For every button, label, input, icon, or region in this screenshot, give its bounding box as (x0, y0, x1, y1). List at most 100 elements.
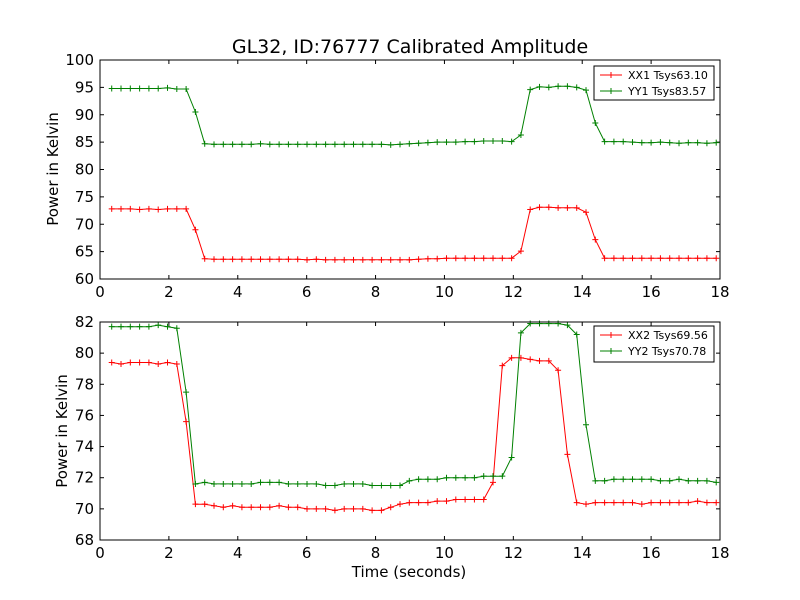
data-point-xx2 (164, 359, 171, 366)
data-point-yy1 (490, 138, 497, 145)
bottom-y-tick-label: 70 (75, 500, 94, 518)
data-point-xx2 (359, 505, 366, 512)
bottom-y-tick-label: 76 (75, 406, 94, 424)
data-point-yy1 (657, 139, 664, 146)
data-point-xx2 (536, 357, 543, 364)
data-point-xx2 (471, 496, 478, 503)
data-point-yy2 (564, 322, 571, 329)
data-point-yy2 (629, 476, 636, 483)
top-x-tick-label: 10 (435, 283, 454, 301)
data-point-yy1 (545, 84, 552, 91)
data-point-xx2 (136, 359, 143, 366)
data-point-yy1 (527, 86, 534, 93)
data-point-xx2 (229, 502, 236, 509)
data-point-xx2 (378, 507, 385, 514)
data-point-yy1 (313, 141, 320, 148)
data-point-yy2 (666, 477, 673, 484)
data-point-xx1 (118, 205, 125, 212)
data-point-xx1 (359, 256, 366, 263)
data-point-xx2 (257, 504, 264, 511)
top-y-tick-label: 65 (75, 243, 94, 261)
data-point-yy1 (583, 87, 590, 94)
data-point-yy1 (248, 141, 255, 148)
data-point-yy2 (220, 480, 227, 487)
data-point-yy1 (703, 140, 710, 147)
data-point-xx1 (229, 256, 236, 263)
data-point-xx2 (657, 499, 664, 506)
data-point-xx1 (629, 255, 636, 262)
bottom-legend-box (593, 325, 715, 363)
data-point-xx1 (545, 204, 552, 211)
bottom-y-axis-label: Power in Kelvin (53, 374, 71, 488)
data-point-yy1 (452, 139, 459, 146)
data-point-xx1 (648, 255, 655, 262)
data-point-xx2 (211, 502, 218, 509)
data-point-yy1 (685, 139, 692, 146)
data-point-xx1 (443, 255, 450, 262)
data-point-yy2 (331, 482, 338, 489)
data-point-xx2 (183, 418, 190, 425)
bottom-panel: Power in Kelvin Time (seconds) 0 2 4 6 8 10 12… (53, 313, 730, 581)
legend-label-yy1: YY1 Tsys83.57 (627, 85, 706, 98)
data-point-yy1 (694, 139, 701, 146)
bottom-y-tick-label: 72 (75, 469, 94, 487)
data-point-xx2 (676, 499, 683, 506)
data-point-yy2 (369, 482, 376, 489)
data-point-xx2 (369, 507, 376, 514)
data-point-yy2 (118, 323, 125, 330)
data-point-xx1 (397, 256, 404, 263)
data-point-xx1 (322, 256, 329, 263)
data-point-yy2 (685, 477, 692, 484)
data-point-yy1 (480, 138, 487, 145)
top-series-group (108, 83, 720, 263)
data-point-xx2 (620, 499, 627, 506)
data-point-yy2 (676, 476, 683, 483)
top-x-tick-label: 16 (642, 283, 661, 301)
data-point-xx2 (304, 505, 311, 512)
data-point-xx1 (434, 255, 441, 262)
data-point-xx1 (424, 255, 431, 262)
data-point-yy1 (331, 141, 338, 148)
data-point-yy2 (583, 421, 590, 428)
data-point-yy2 (257, 479, 264, 486)
bottom-x-tick-label: 4 (233, 544, 243, 562)
data-point-yy1 (555, 83, 562, 90)
data-point-xx1 (285, 256, 292, 263)
data-point-yy1 (229, 141, 236, 148)
data-point-xx1 (415, 256, 422, 263)
data-point-yy2 (657, 477, 664, 484)
data-point-yy2 (229, 480, 236, 487)
data-point-yy1 (713, 139, 720, 146)
data-point-yy1 (304, 141, 311, 148)
data-point-xx1 (657, 255, 664, 262)
data-point-yy2 (127, 323, 134, 330)
data-point-yy1 (424, 139, 431, 146)
data-point-yy1 (220, 141, 227, 148)
data-point-xx2 (490, 479, 497, 486)
data-point-xx2 (508, 354, 515, 361)
data-point-yy1 (601, 138, 608, 145)
data-point-xx2 (322, 505, 329, 512)
data-point-yy1 (294, 141, 301, 148)
data-point-yy1 (471, 138, 478, 145)
data-point-yy1 (462, 138, 469, 145)
chart-title: GL32, ID:76777 Calibrated Amplitude (232, 36, 588, 58)
data-point-yy1 (164, 84, 171, 91)
data-point-xx2 (648, 499, 655, 506)
top-y-tick-label: 95 (75, 78, 94, 96)
data-point-xx1 (266, 256, 273, 263)
data-point-yy1 (285, 141, 292, 148)
bottom-y-tick-label: 82 (75, 313, 94, 331)
data-point-xx2 (118, 361, 125, 368)
data-point-xx1 (257, 256, 264, 263)
data-point-xx1 (220, 256, 227, 263)
data-point-xx2 (666, 499, 673, 506)
data-point-xx1 (666, 255, 673, 262)
top-x-tick-label: 6 (302, 283, 312, 301)
data-point-xx1 (183, 205, 190, 212)
data-point-yy1 (118, 85, 125, 92)
data-point-yy2 (192, 480, 199, 487)
top-y-tick-label: 90 (75, 106, 94, 124)
